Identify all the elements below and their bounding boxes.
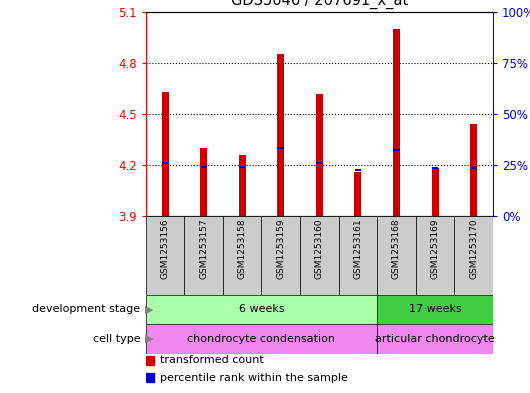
Title: GDS5046 / 207691_x_at: GDS5046 / 207691_x_at bbox=[231, 0, 408, 9]
Text: ▶: ▶ bbox=[145, 334, 154, 344]
Bar bbox=[200, 148, 207, 216]
Text: GSM1253160: GSM1253160 bbox=[315, 219, 324, 279]
Bar bbox=[393, 29, 400, 216]
Text: GSM1253169: GSM1253169 bbox=[430, 219, 439, 279]
Bar bbox=[416, 216, 454, 295]
Bar bbox=[146, 373, 154, 382]
Bar bbox=[238, 155, 245, 216]
Bar bbox=[377, 295, 493, 324]
Bar bbox=[146, 356, 154, 365]
Bar bbox=[261, 216, 300, 295]
Bar bbox=[162, 92, 169, 216]
Bar bbox=[377, 216, 416, 295]
Bar bbox=[223, 216, 261, 295]
Bar bbox=[339, 216, 377, 295]
Bar bbox=[355, 172, 361, 216]
Bar bbox=[239, 166, 245, 168]
Bar bbox=[355, 169, 361, 171]
Bar bbox=[200, 166, 207, 168]
Text: 6 weeks: 6 weeks bbox=[238, 305, 284, 314]
Bar bbox=[431, 169, 438, 216]
Bar bbox=[146, 216, 184, 295]
Text: cell type: cell type bbox=[93, 334, 140, 344]
Bar bbox=[162, 162, 168, 164]
Bar bbox=[146, 295, 377, 324]
Text: GSM1253158: GSM1253158 bbox=[237, 219, 246, 279]
Bar bbox=[471, 167, 476, 169]
Bar bbox=[146, 324, 377, 354]
Text: chondrocyte condensation: chondrocyte condensation bbox=[188, 334, 335, 344]
Bar bbox=[300, 216, 339, 295]
Text: 17 weeks: 17 weeks bbox=[409, 305, 462, 314]
Bar bbox=[184, 216, 223, 295]
Bar bbox=[316, 162, 322, 164]
Text: development stage: development stage bbox=[32, 305, 140, 314]
Bar bbox=[278, 147, 284, 149]
Bar bbox=[454, 216, 493, 295]
Text: GSM1253156: GSM1253156 bbox=[161, 219, 170, 279]
Text: GSM1253159: GSM1253159 bbox=[276, 219, 285, 279]
Bar bbox=[393, 149, 400, 151]
Bar bbox=[277, 54, 284, 216]
Text: percentile rank within the sample: percentile rank within the sample bbox=[160, 373, 348, 383]
Text: GSM1253168: GSM1253168 bbox=[392, 219, 401, 279]
Bar bbox=[316, 94, 323, 216]
Bar bbox=[432, 167, 438, 169]
Bar bbox=[470, 124, 477, 216]
Bar bbox=[377, 324, 493, 354]
Text: articular chondrocyte: articular chondrocyte bbox=[375, 334, 495, 344]
Text: transformed count: transformed count bbox=[160, 355, 263, 365]
Text: ▶: ▶ bbox=[145, 305, 154, 314]
Text: GSM1253157: GSM1253157 bbox=[199, 219, 208, 279]
Text: GSM1253161: GSM1253161 bbox=[354, 219, 363, 279]
Text: GSM1253170: GSM1253170 bbox=[469, 219, 478, 279]
